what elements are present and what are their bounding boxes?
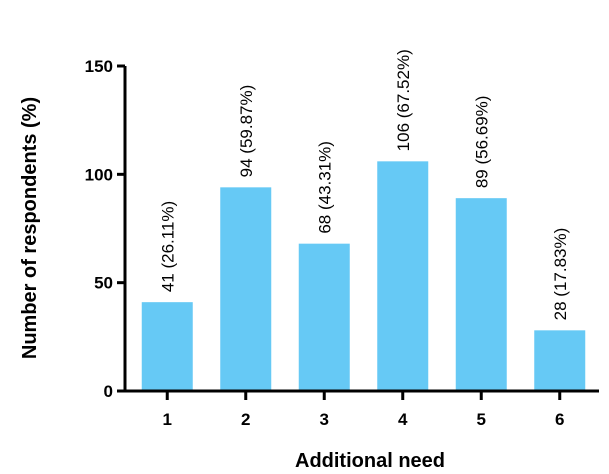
y-tick-label: 0	[104, 382, 113, 401]
x-tick-label: 6	[555, 410, 564, 429]
x-tick-label: 4	[398, 410, 408, 429]
x-tick-label: 3	[320, 410, 329, 429]
data-label: 106 (67.52%)	[394, 49, 413, 151]
data-label: 94 (59.87%)	[237, 85, 256, 178]
y-axis: 0 50 100 150	[85, 57, 127, 401]
bar	[298, 243, 350, 390]
bar	[455, 198, 507, 390]
y-tick-label: 50	[94, 274, 113, 293]
x-tick-label: 5	[477, 410, 486, 429]
x-tick-label: 2	[241, 410, 250, 429]
data-label: 68 (43.31%)	[315, 141, 334, 234]
x-axis: 1 2 3 4 5 6	[123, 389, 599, 429]
data-label: 89 (56.69%)	[472, 96, 491, 189]
x-axis-title: Additional need	[295, 450, 445, 472]
y-axis-title: Number of respondents (%)	[19, 97, 41, 359]
bar	[141, 302, 193, 390]
y-tick-label: 100	[85, 165, 113, 184]
y-tick-label: 150	[85, 57, 113, 76]
bar	[220, 187, 272, 390]
bars	[141, 161, 586, 390]
bar	[377, 161, 429, 390]
data-labels: 41 (26.11%) 94 (59.87%) 68 (43.31%) 106 (67…	[158, 49, 570, 320]
bar	[534, 330, 586, 390]
data-label: 28 (17.83%)	[551, 228, 570, 321]
data-label: 41 (26.11%)	[158, 201, 177, 292]
x-tick-label: 1	[163, 410, 172, 429]
